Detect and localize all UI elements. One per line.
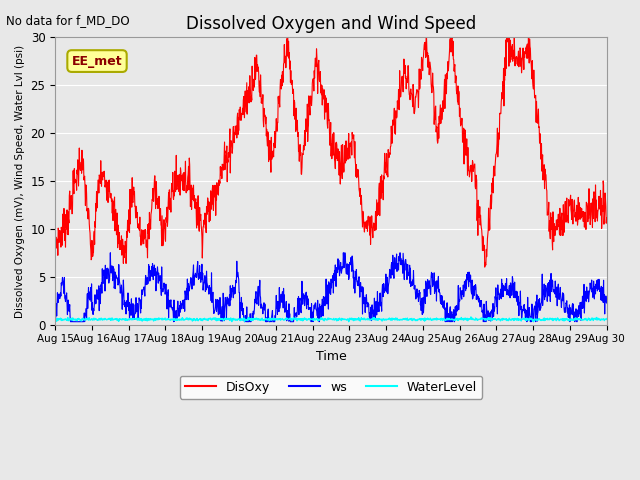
DisOxy — [284, 35, 291, 40]
WaterLevel — [51, 315, 59, 321]
WaterLevel — [417, 316, 424, 322]
ws — [236, 317, 244, 323]
ws — [538, 300, 545, 306]
WaterLevel — [161, 316, 168, 322]
Line: DisOxy: DisOxy — [55, 37, 607, 267]
DisOxy — [236, 107, 243, 113]
ws — [489, 301, 497, 307]
WaterLevel — [603, 316, 611, 322]
Legend: DisOxy, ws, WaterLevel: DisOxy, ws, WaterLevel — [180, 376, 482, 399]
ws — [51, 319, 59, 324]
WaterLevel — [490, 317, 497, 323]
WaterLevel — [236, 317, 243, 323]
DisOxy — [174, 172, 182, 178]
WaterLevel — [345, 319, 353, 324]
ws — [106, 250, 114, 256]
Y-axis label: Dissolved Oxygen (mV), Wind Speed, Water Lvl (psi): Dissolved Oxygen (mV), Wind Speed, Water… — [15, 44, 25, 317]
ws — [603, 300, 611, 306]
Line: WaterLevel: WaterLevel — [55, 317, 607, 322]
WaterLevel — [467, 314, 475, 320]
DisOxy — [490, 190, 497, 196]
DisOxy — [603, 215, 611, 221]
ws — [417, 299, 424, 305]
Text: EE_met: EE_met — [72, 55, 122, 68]
ws — [161, 284, 168, 290]
DisOxy — [161, 226, 168, 231]
DisOxy — [417, 73, 424, 79]
DisOxy — [481, 264, 488, 270]
DisOxy — [538, 168, 546, 174]
X-axis label: Time: Time — [316, 350, 346, 363]
ws — [174, 305, 182, 311]
DisOxy — [51, 224, 59, 230]
Line: ws: ws — [55, 253, 607, 322]
WaterLevel — [174, 317, 182, 323]
WaterLevel — [538, 317, 546, 323]
Title: Dissolved Oxygen and Wind Speed: Dissolved Oxygen and Wind Speed — [186, 15, 476, 33]
Text: No data for f_MD_DO: No data for f_MD_DO — [6, 14, 130, 27]
